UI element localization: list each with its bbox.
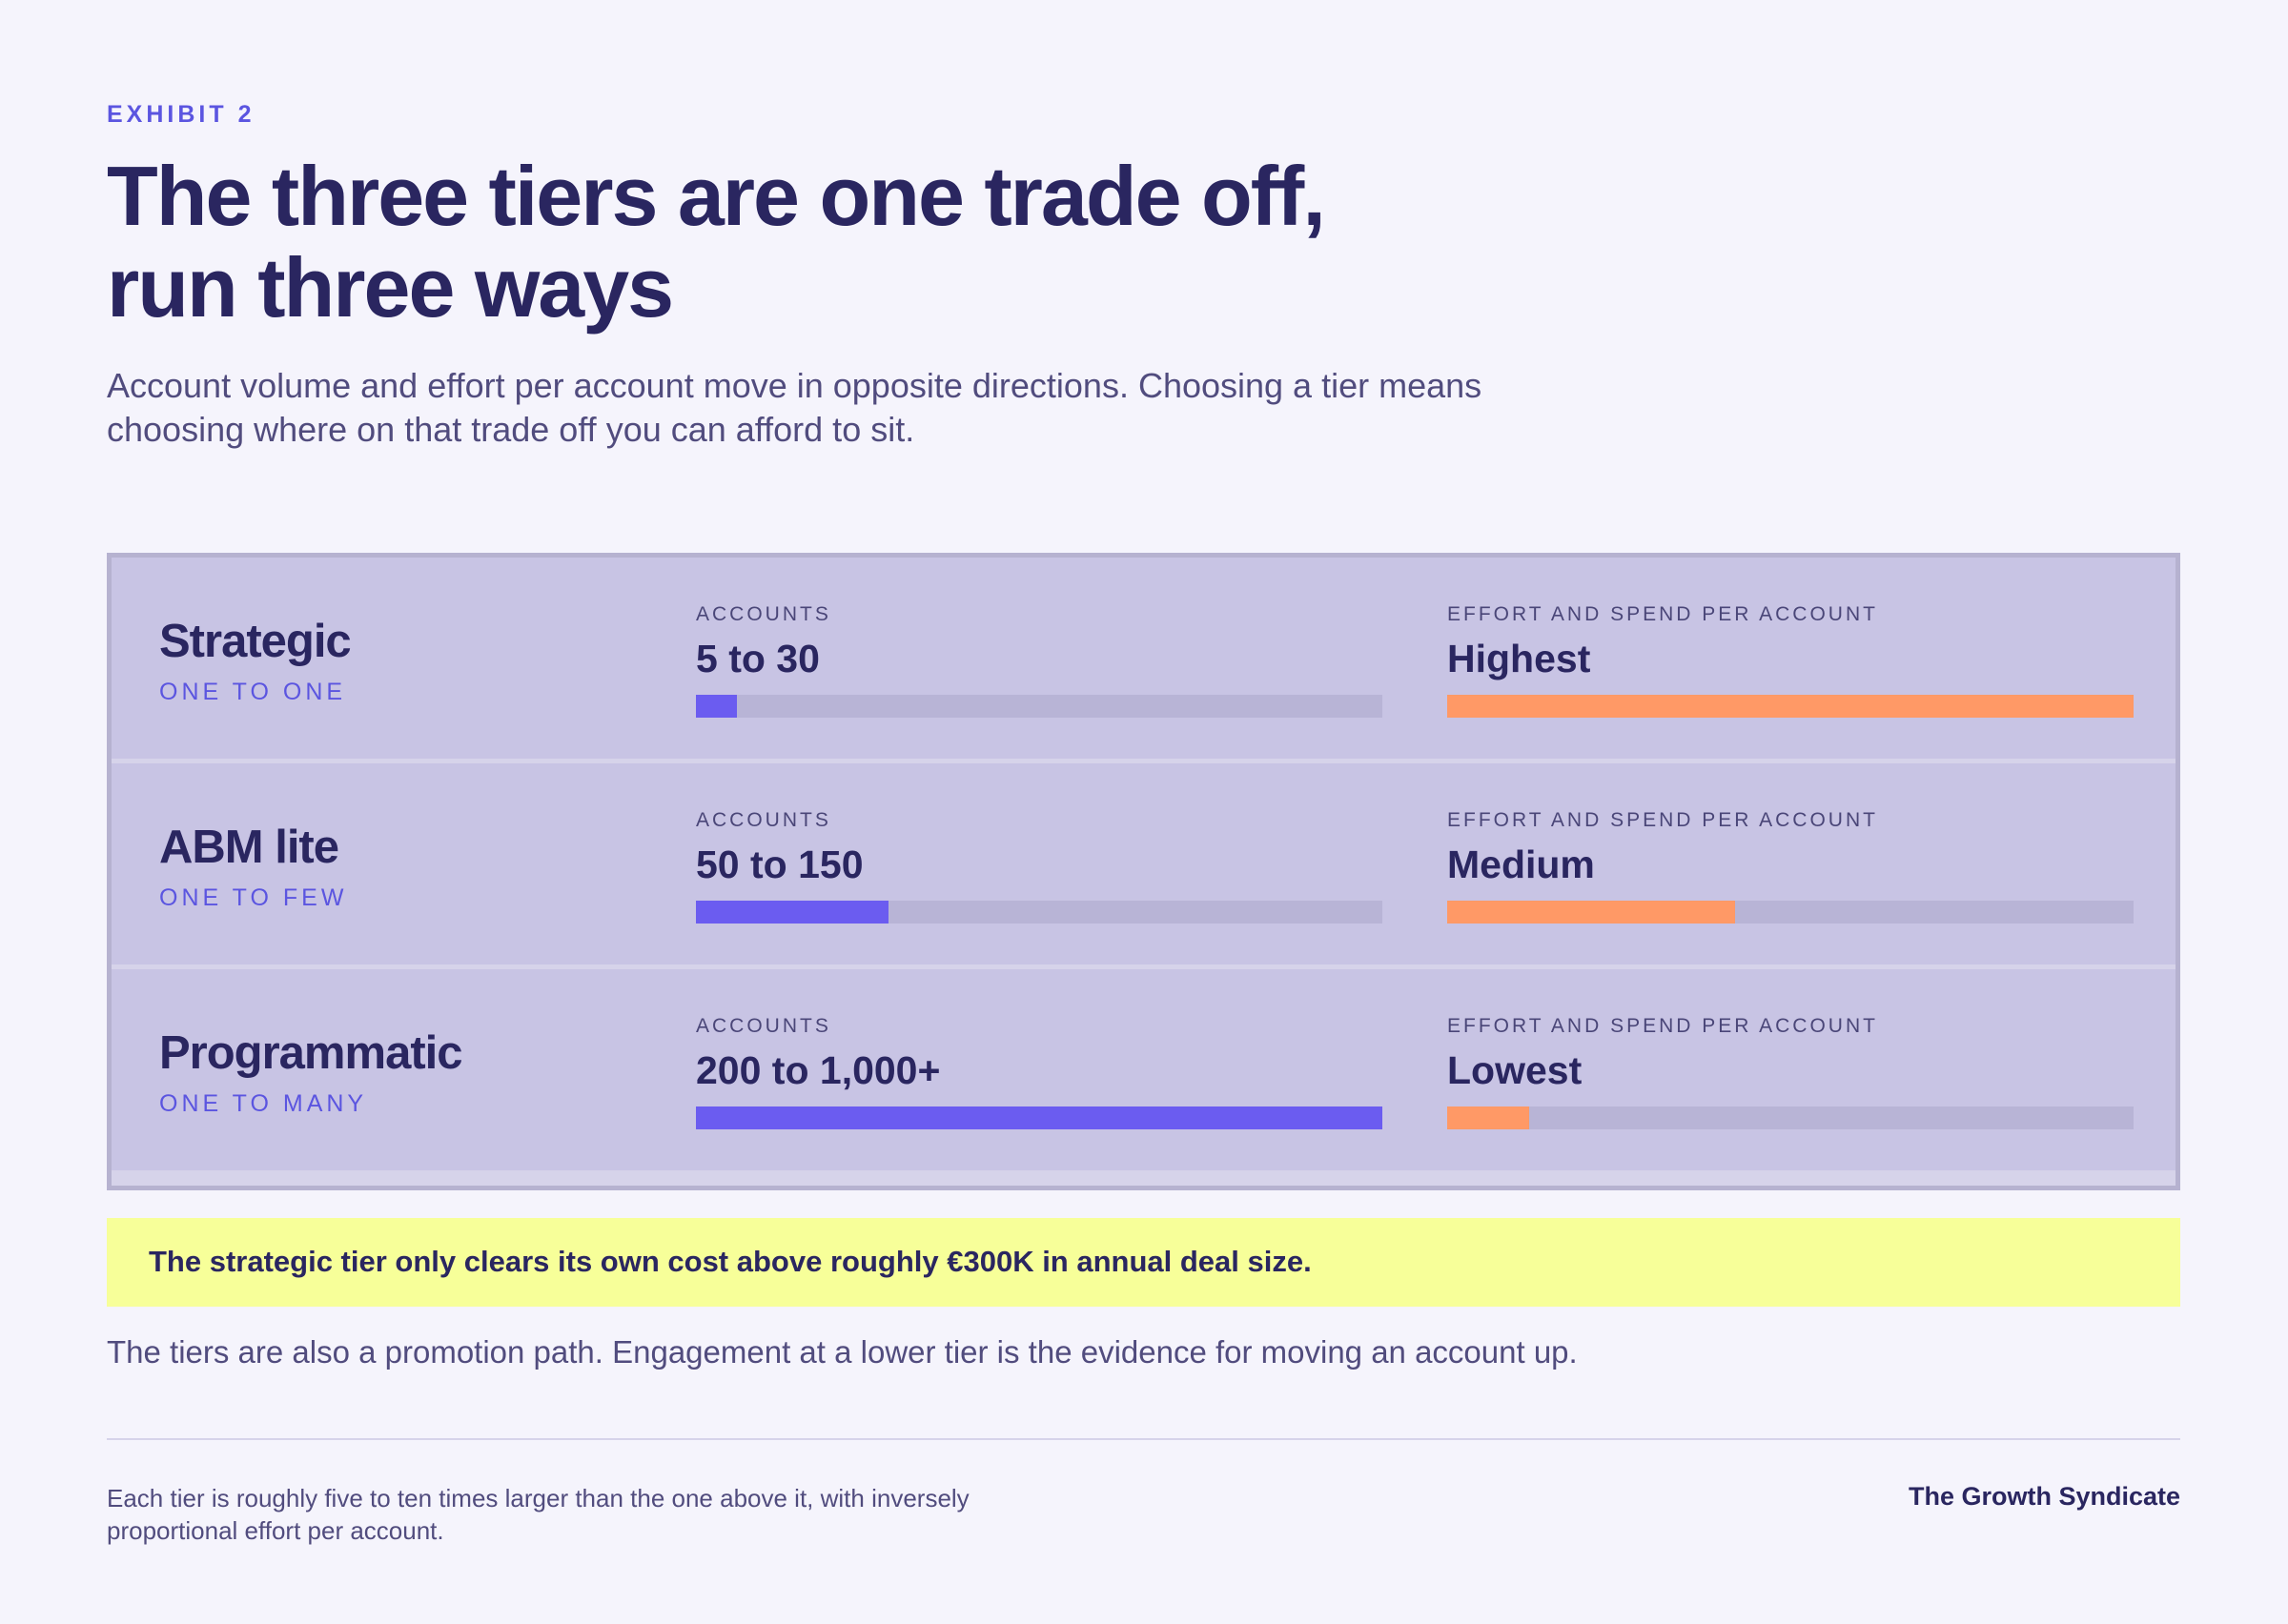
note: The tiers are also a promotion path. Eng… — [107, 1334, 1578, 1370]
tier-mode: ONE TO ONE — [159, 679, 347, 705]
effort-bar — [1447, 695, 2134, 718]
tier-name: ABM lite — [159, 822, 339, 873]
effort-label: EFFORT AND SPEND PER ACCOUNT — [1447, 809, 1878, 831]
effort-track — [1447, 695, 2134, 718]
tier-mode: ONE TO FEW — [159, 884, 348, 911]
effort-track — [1447, 901, 2134, 924]
tier-row: ABM lite ONE TO FEW ACCOUNTS 50 to 150 EFFOR… — [112, 763, 2176, 964]
divider — [107, 1438, 2180, 1440]
effort-value: Lowest — [1447, 1048, 1583, 1092]
effort-value: Highest — [1447, 637, 1591, 680]
accounts-track — [696, 695, 1382, 718]
accounts-value: 5 to 30 — [696, 637, 820, 680]
effort-label: EFFORT AND SPEND PER ACCOUNT — [1447, 1015, 1878, 1037]
callout-text: The strategic tier only clears its own c… — [149, 1245, 1312, 1278]
tier-name: Programmatic — [159, 1027, 463, 1079]
tier-row: Strategic ONE TO ONE ACCOUNTS 5 to 30 EFFORT… — [112, 558, 2176, 759]
effort-label: EFFORT AND SPEND PER ACCOUNT — [1447, 603, 1878, 625]
subtitle: Account volume and effort per account mo… — [107, 366, 1482, 449]
effort-track — [1447, 1106, 2134, 1129]
exhibit-label: EXHIBIT 2 — [107, 101, 255, 128]
brand: The Growth Syndicate — [1908, 1482, 2180, 1511]
accounts-value: 200 to 1,000+ — [696, 1048, 941, 1092]
callout: The strategic tier only clears its own c… — [107, 1218, 2180, 1307]
accounts-bar — [696, 901, 889, 924]
accounts-label: ACCOUNTS — [696, 603, 831, 625]
accounts-track — [696, 1106, 1382, 1129]
title: The three tiers are one trade off, run t… — [107, 149, 1326, 335]
accounts-label: ACCOUNTS — [696, 1015, 831, 1037]
tier-mode: ONE TO MANY — [159, 1090, 368, 1117]
accounts-value: 50 to 150 — [696, 842, 864, 886]
tier-panel: Strategic ONE TO ONE ACCOUNTS 5 to 30 EFFORT… — [107, 553, 2180, 1190]
footnote: Each tier is roughly five to ten times l… — [107, 1484, 970, 1545]
accounts-bar — [696, 1106, 1382, 1129]
effort-bar — [1447, 901, 1736, 924]
effort-value: Medium — [1447, 842, 1595, 886]
effort-bar — [1447, 1106, 1530, 1129]
tier-name: Strategic — [159, 616, 352, 667]
accounts-track — [696, 901, 1382, 924]
accounts-bar — [696, 695, 738, 718]
accounts-label: ACCOUNTS — [696, 809, 831, 831]
tier-row: Programmatic ONE TO MANY ACCOUNTS 200 to 1,… — [112, 969, 2176, 1170]
